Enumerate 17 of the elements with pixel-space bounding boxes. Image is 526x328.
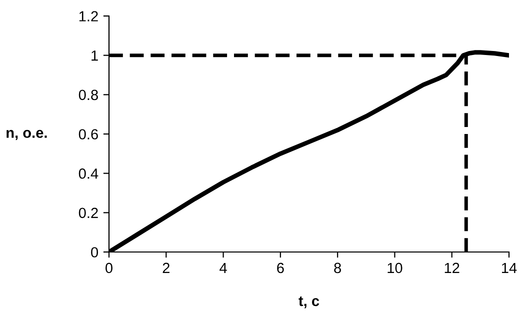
x-tick-label: 8 <box>334 262 341 274</box>
y-tick-label: 1 <box>92 50 98 61</box>
y-tick-label: 0 <box>91 247 98 258</box>
x-tick-label: 4 <box>220 262 227 273</box>
x-axis-title: t, c <box>298 296 320 308</box>
y-tick-label: 0.2 <box>78 208 98 218</box>
y-tick-label: 1.2 <box>79 11 98 22</box>
x-tick-label: 14 <box>502 262 517 273</box>
x-tick-label: 6 <box>277 262 284 274</box>
y-tick-label: 0.4 <box>78 168 98 179</box>
x-tick-label: 0 <box>106 262 112 274</box>
y-tick-label: 0.6 <box>78 129 98 140</box>
y-axis-title: n, o.e. <box>6 130 47 140</box>
y-tick-label: 0.8 <box>78 90 98 100</box>
x-tick-label: 12 <box>444 262 460 273</box>
x-tick-label: 2 <box>162 262 170 273</box>
x-tick-label: 10 <box>388 262 402 274</box>
